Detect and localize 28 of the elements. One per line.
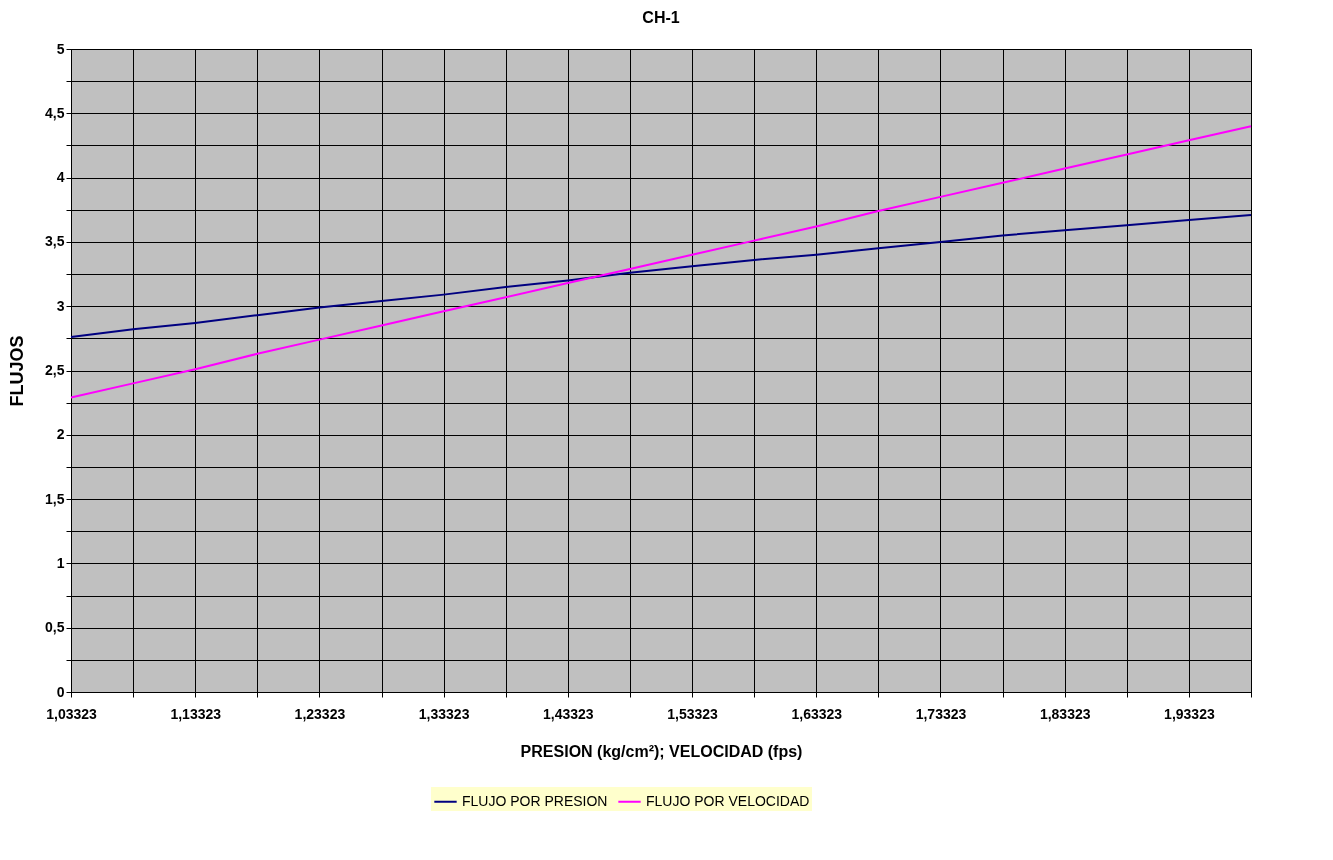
x-tick-label: 1,53323 xyxy=(667,705,719,722)
x-tick-label: 1,03323 xyxy=(46,705,98,722)
chart-title: CH-1 xyxy=(642,9,680,26)
y-tick-label: 0 xyxy=(56,683,65,700)
y-tick-label: 4,5 xyxy=(45,104,65,121)
y-tick-label: 5 xyxy=(56,40,65,57)
x-tick-label: 1,73323 xyxy=(915,705,967,722)
x-tick-label: 1,63323 xyxy=(791,705,843,722)
x-tick-label: 1,13323 xyxy=(170,705,222,722)
x-tick-label: 1,33323 xyxy=(418,705,470,722)
line-series xyxy=(70,213,1252,339)
x-tick-label: 1,43323 xyxy=(543,705,594,722)
y-tick-label: 0,5 xyxy=(45,619,65,636)
y-tick-label: 4 xyxy=(56,169,65,186)
legend-label: FLUJO POR VELOCIDAD xyxy=(646,792,810,809)
y-tick-label: 2 xyxy=(56,426,65,443)
x-tick-label: 1,83323 xyxy=(1039,705,1091,722)
y-tick-label: 3,5 xyxy=(45,233,65,250)
y-tick-label: 1,5 xyxy=(45,490,65,507)
x-axis-title: PRESION (kg/cm²); VELOCIDAD (fps) xyxy=(520,742,803,760)
y-tick-label: 1 xyxy=(56,554,65,571)
x-tick-label: 1,93323 xyxy=(1164,705,1215,722)
y-tick-label: 2,5 xyxy=(45,362,65,378)
y-tick-label: 3 xyxy=(56,297,65,314)
y-axis-title: FLUJOS xyxy=(7,335,28,407)
x-tick-label: 1,23323 xyxy=(294,705,346,722)
line-series xyxy=(70,125,1252,399)
legend-label: FLUJO POR PRESION xyxy=(462,792,608,809)
